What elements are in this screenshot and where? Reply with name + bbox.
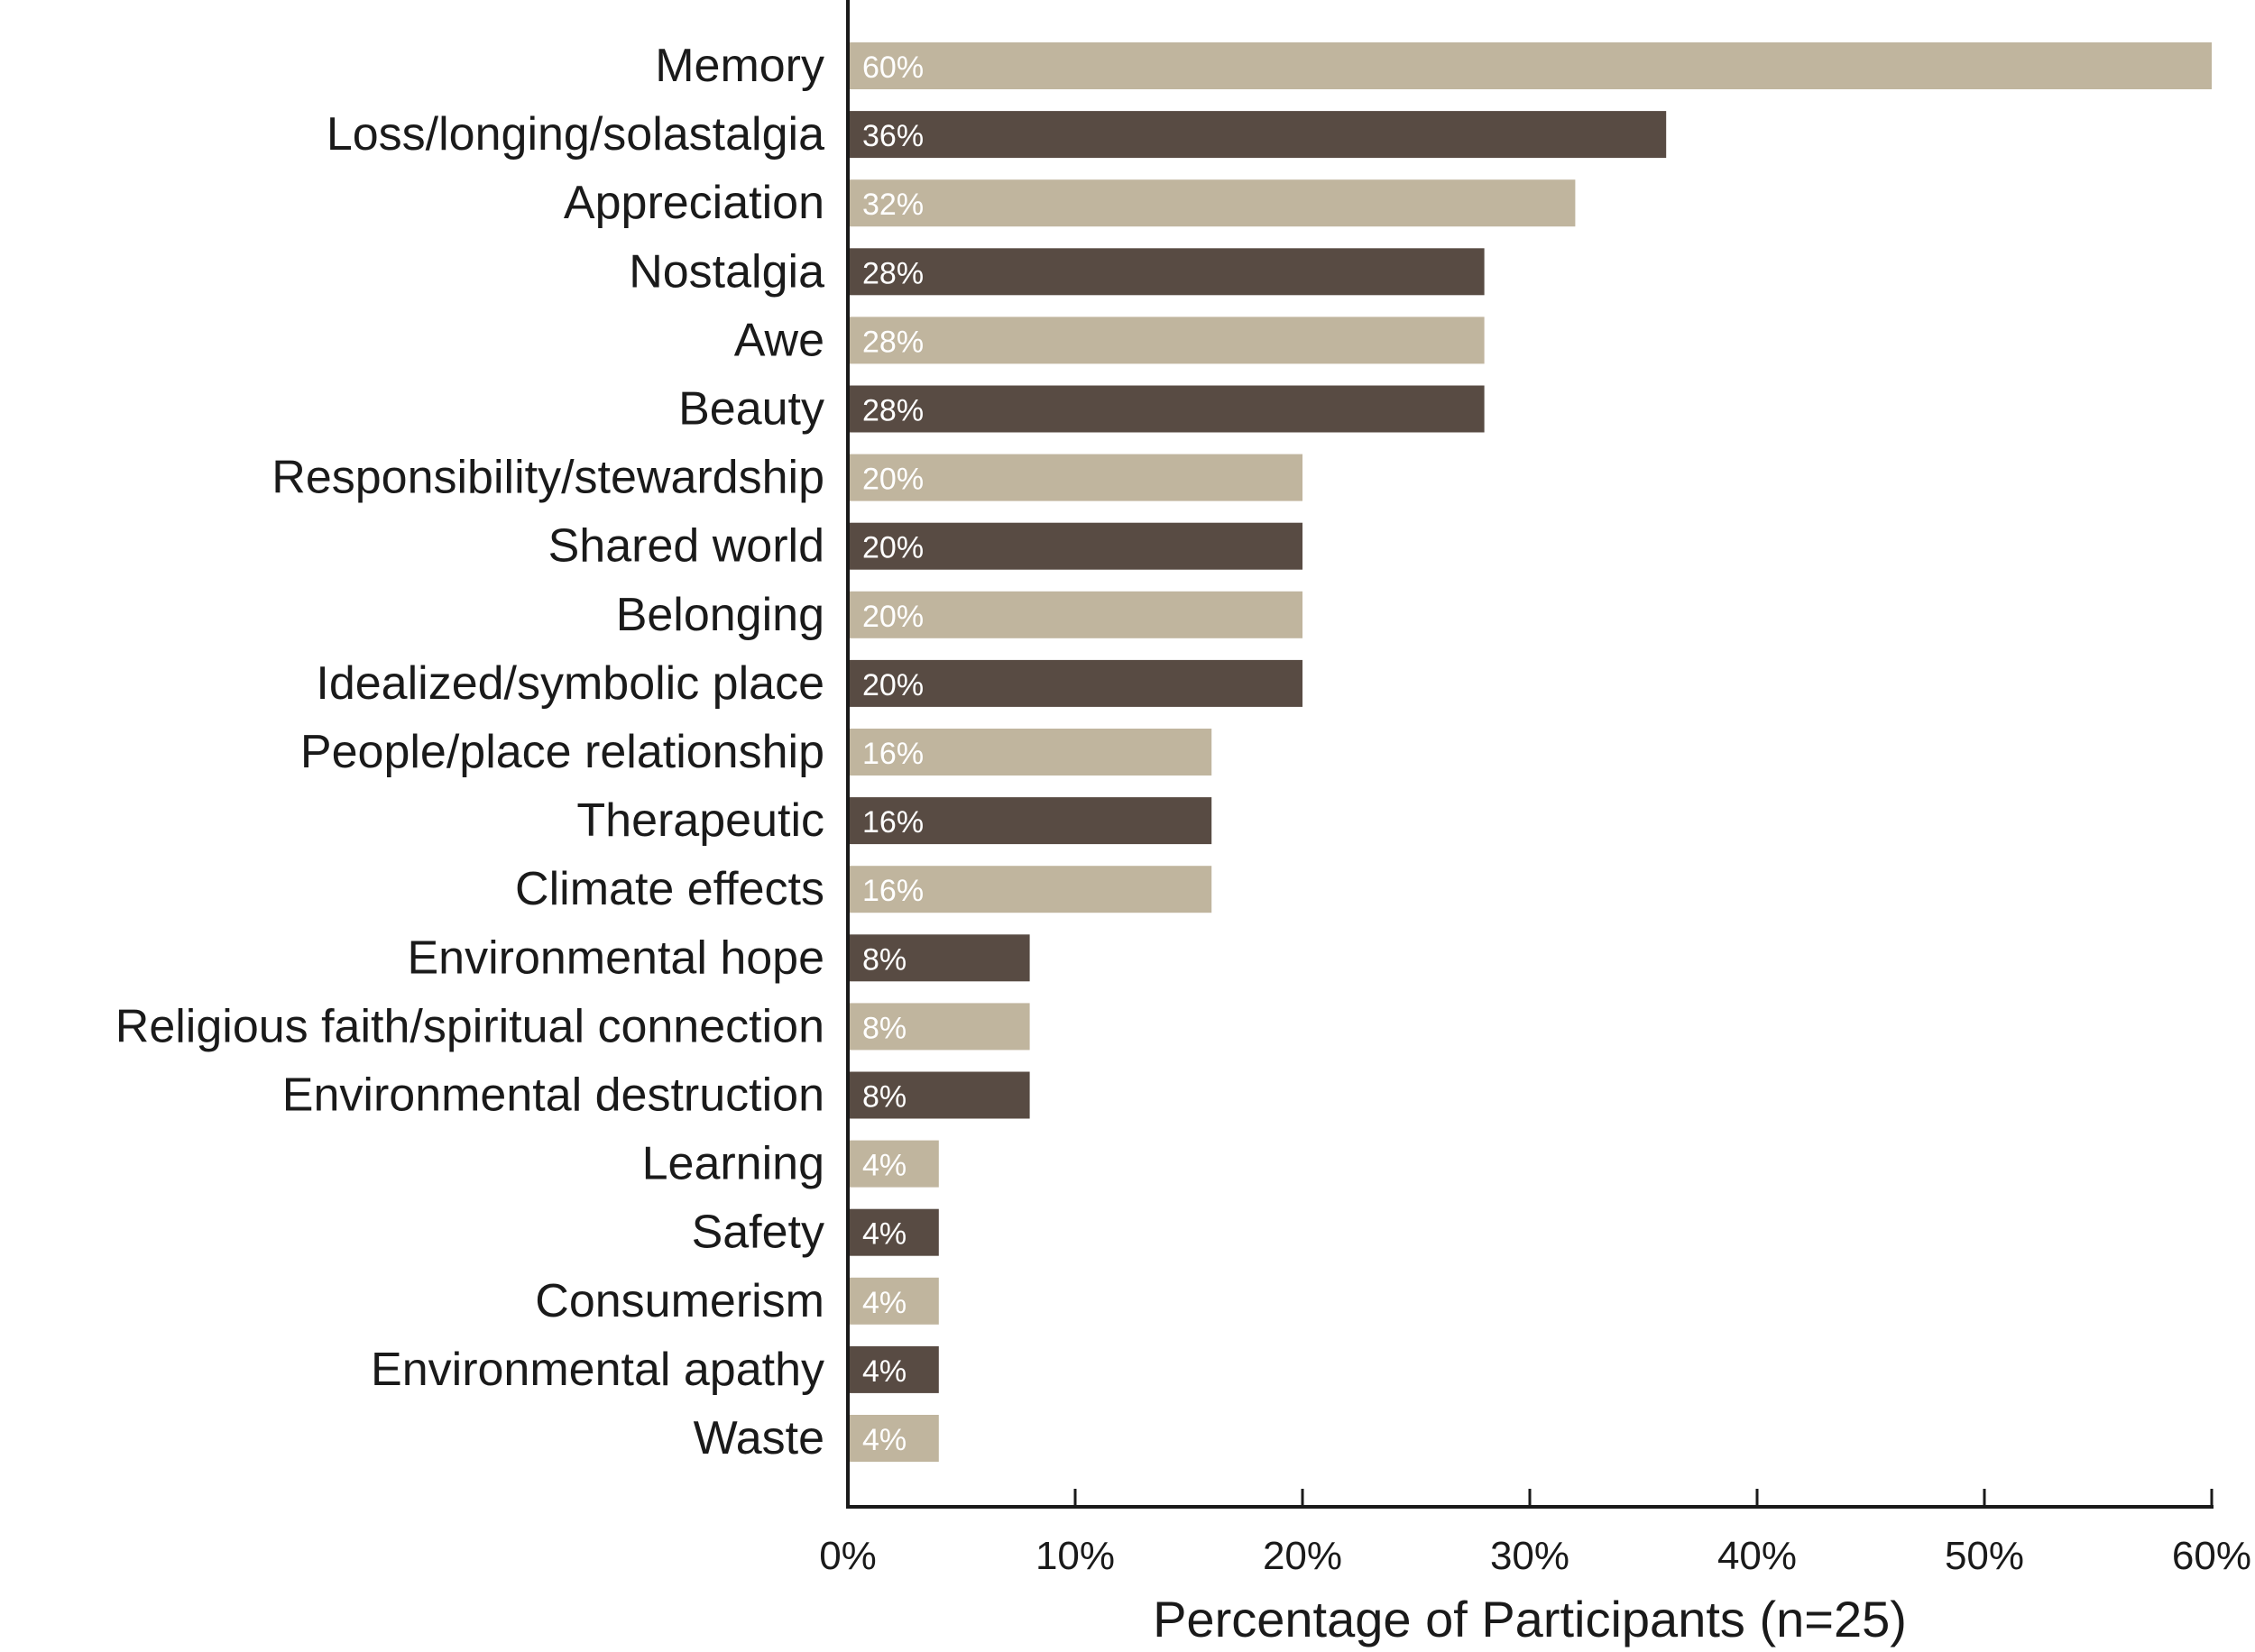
data-label: 4% (862, 1354, 907, 1389)
bar (848, 385, 1485, 433)
x-ticks: 0% 10% 20% 30% 40% 50% 60% (819, 1489, 2251, 1578)
data-labels: 60% 36% 32% 28% 28% 28% 20% 20% 20% 20% 16% 16% 16% 8… (862, 50, 924, 1457)
data-label: 60% (862, 50, 924, 85)
bar (848, 591, 1302, 638)
x-tick-label: 50% (1945, 1534, 2024, 1578)
data-label: 16% (862, 874, 924, 908)
bar (848, 1071, 1030, 1119)
category-label: Shared world (548, 520, 824, 573)
bar (848, 1415, 939, 1462)
category-label: Loss/longing/solastalgia (327, 108, 824, 161)
category-label: Consumerism (535, 1275, 824, 1327)
x-tick-label: 40% (1717, 1534, 1797, 1578)
bar (848, 248, 1485, 296)
category-label: Climate effects (515, 863, 824, 915)
category-label: Responsibility/stewardship (272, 452, 824, 504)
x-tick-label: 0% (819, 1534, 877, 1578)
data-label: 8% (862, 1080, 907, 1115)
category-label: Religious faith/spiritual connection (115, 1000, 824, 1052)
data-label: 4% (862, 1217, 907, 1252)
data-label: 20% (862, 531, 924, 565)
x-tick-label: 30% (1490, 1534, 1569, 1578)
bar (848, 179, 1576, 227)
category-label: Awe (734, 314, 824, 366)
data-label: 16% (862, 805, 924, 840)
category-label: Idealized/symbolic place (316, 657, 824, 710)
data-label: 20% (862, 600, 924, 634)
bar (848, 1003, 1030, 1051)
data-label: 28% (862, 256, 924, 290)
category-label: Appreciation (564, 177, 824, 229)
category-label: Belonging (616, 589, 824, 641)
category-labels: Memory Loss/longing/solastalgia Appreciati… (115, 40, 824, 1464)
data-label: 16% (862, 737, 924, 771)
bar (848, 1208, 939, 1256)
category-label: Safety (692, 1207, 824, 1259)
data-label: 20% (862, 668, 924, 702)
category-label: People/place relationship (300, 726, 824, 778)
bar (848, 797, 1212, 845)
bar (848, 42, 2212, 89)
data-label: 4% (862, 1286, 907, 1320)
category-label: Waste (694, 1412, 824, 1464)
bar (848, 522, 1302, 570)
x-tick-label: 20% (1263, 1534, 1342, 1578)
category-label: Environmental apathy (371, 1344, 824, 1396)
category-label: Nostalgia (629, 245, 824, 298)
bar (848, 866, 1212, 913)
bar (848, 454, 1302, 501)
category-label: Memory (655, 40, 824, 92)
bar (848, 659, 1302, 707)
bar (848, 1345, 939, 1393)
category-label: Learning (642, 1138, 824, 1190)
bar (848, 1140, 939, 1188)
bar (848, 1277, 939, 1325)
data-label: 32% (862, 188, 924, 222)
category-label: Therapeutic (576, 794, 824, 847)
data-label: 8% (862, 942, 907, 977)
x-tick-label: 60% (2172, 1534, 2251, 1578)
category-label: Environmental destruction (282, 1069, 824, 1122)
data-label: 4% (862, 1423, 907, 1457)
data-label: 28% (862, 394, 924, 428)
data-label: 4% (862, 1149, 907, 1183)
bar (848, 317, 1485, 364)
data-label: 20% (862, 463, 924, 497)
bars-group (848, 42, 2212, 1462)
category-label: Beauty (678, 383, 824, 436)
data-label: 8% (862, 1011, 907, 1045)
bar (848, 934, 1030, 982)
category-label: Environmental hope (407, 932, 824, 984)
data-label: 28% (862, 325, 924, 359)
data-label: 36% (862, 119, 924, 153)
bar (848, 729, 1212, 776)
x-axis-title: Percentage of Participants (n=25) (1153, 1591, 1907, 1647)
x-tick-label: 10% (1035, 1534, 1115, 1578)
bar (848, 111, 1667, 159)
